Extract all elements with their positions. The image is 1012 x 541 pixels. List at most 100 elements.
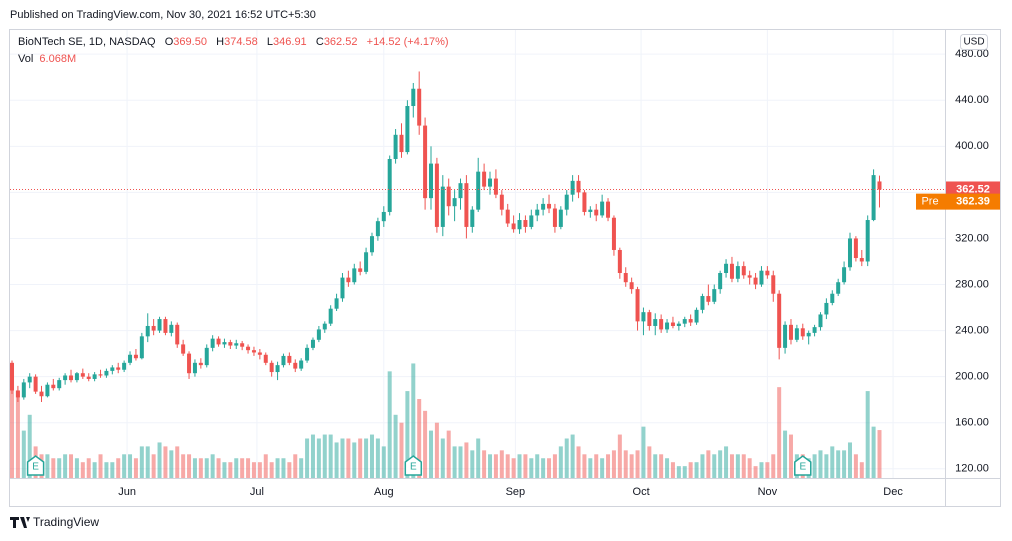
candle-body (877, 181, 882, 190)
candle-body (328, 308, 333, 324)
volume-bar (393, 414, 398, 478)
candle-body (80, 373, 85, 377)
candle-body (476, 171, 481, 210)
volume-bar (381, 446, 386, 478)
volume-bar (128, 454, 133, 478)
volume-bar (98, 454, 103, 478)
volume-bar (428, 430, 433, 478)
volume-bar (765, 462, 770, 478)
volume-bar (334, 442, 339, 478)
volume-bar (74, 458, 79, 478)
candle-body (169, 324, 174, 333)
volume-bar (535, 454, 540, 478)
volume-bar (27, 414, 32, 478)
candle-body (310, 339, 315, 348)
volume-bar (547, 458, 552, 478)
volume-bar (293, 454, 298, 478)
candle-body (340, 277, 345, 299)
high: 374.58 (224, 36, 258, 48)
candle-body (39, 391, 44, 397)
candle-body (128, 354, 133, 363)
candle-body (251, 350, 256, 353)
volume-bar (299, 458, 304, 478)
candle-body (364, 252, 369, 272)
volume-bar (611, 450, 616, 478)
candle-body (287, 355, 292, 363)
grid: 120.00160.00200.00240.00280.00320.00360.… (10, 30, 989, 498)
low-label: L (266, 36, 274, 48)
candle-body (69, 375, 74, 381)
volume-bar (198, 458, 203, 478)
candle-body (399, 134, 404, 153)
volume-bar (635, 450, 640, 478)
candle-body (753, 277, 758, 285)
chart-frame (9, 29, 1001, 507)
volume-bar (234, 458, 239, 478)
y-tick-label: 120.00 (955, 463, 989, 475)
volume-bar (641, 426, 646, 478)
candle-body (783, 324, 788, 348)
currency[interactable]: USD (963, 37, 984, 48)
candle-body (198, 362, 203, 366)
candle-body (670, 322, 675, 326)
candle-body (63, 375, 68, 381)
candle-body (352, 268, 357, 283)
candle-body (305, 347, 310, 361)
candle-body (139, 336, 144, 359)
candle-body (724, 263, 729, 274)
volume-bar (859, 462, 864, 478)
volume-bar (847, 442, 852, 478)
volume-bar (529, 458, 534, 478)
volume-bar (310, 434, 315, 478)
volume-bar (375, 438, 380, 478)
x-tick-label: Jun (118, 486, 136, 498)
candle-body (511, 223, 516, 230)
pre-label: Pre (921, 196, 938, 208)
brand-logo: TradingView (10, 515, 99, 529)
candle-body (299, 360, 304, 369)
candle-body (151, 325, 156, 331)
volume-bar (682, 466, 687, 478)
candle-body (859, 258, 864, 262)
candle-body (375, 221, 380, 237)
y-tick-label: 160.00 (955, 417, 989, 429)
volume-bar (305, 438, 310, 478)
candle-body (759, 270, 764, 285)
volume-bar (423, 410, 428, 478)
candle-body (275, 365, 280, 373)
currency-box[interactable] (960, 34, 988, 50)
candle-body (541, 203, 546, 210)
candle-body (27, 376, 32, 383)
candle-body (45, 384, 50, 397)
volume-bar (257, 462, 262, 478)
candle-body (552, 208, 557, 227)
volume-bar (452, 446, 457, 478)
candle-body (576, 180, 581, 193)
candle-body (570, 180, 575, 195)
candle-body (865, 220, 870, 262)
x-tick-label: Oct (633, 486, 650, 498)
volume-bar (446, 430, 451, 478)
candle-body (269, 362, 274, 373)
candle-body (800, 328, 805, 337)
candle-body (523, 220, 528, 227)
volume-bar (364, 438, 369, 478)
candle-body (812, 327, 817, 333)
volume-bar (316, 438, 321, 478)
candle-body (33, 376, 38, 392)
candle-body (694, 309, 699, 323)
x-tick-label: Sep (506, 486, 526, 498)
volume-bar (92, 462, 97, 478)
candle-body (488, 178, 493, 187)
volume-bar (86, 458, 91, 478)
volume-bar (647, 446, 652, 478)
candle-body (246, 346, 251, 351)
candle-body (293, 362, 298, 369)
volume-bar (729, 454, 734, 478)
candle-body (482, 171, 487, 187)
x-tick-label: Nov (758, 486, 778, 498)
candle-body (830, 293, 835, 303)
candle-body (629, 282, 634, 290)
earnings-label: E (799, 462, 806, 473)
